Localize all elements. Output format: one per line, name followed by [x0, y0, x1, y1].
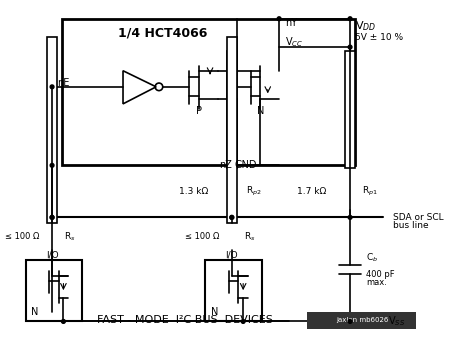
- Text: V$_{SS}$: V$_{SS}$: [388, 315, 405, 328]
- Text: P: P: [196, 106, 202, 116]
- Circle shape: [348, 45, 352, 49]
- Text: ≤ 100 Ω: ≤ 100 Ω: [5, 232, 40, 241]
- Text: I/O: I/O: [46, 251, 58, 260]
- Text: nZ: nZ: [219, 160, 232, 170]
- Text: 5V ± 10 %: 5V ± 10 %: [355, 33, 403, 42]
- Bar: [308, 312, 416, 329]
- Text: 1/4 HCT4066: 1/4 HCT4066: [118, 26, 207, 39]
- Bar: [26, 260, 82, 321]
- Circle shape: [230, 215, 233, 219]
- Bar: [205, 260, 262, 321]
- Text: R$_s$: R$_s$: [64, 230, 76, 243]
- Circle shape: [230, 215, 233, 219]
- Text: V$_{DD}$: V$_{DD}$: [355, 20, 376, 33]
- Text: V$_{CC}$: V$_{CC}$: [285, 35, 303, 49]
- Text: FAST - MODE  I²C BUS  DEVICES: FAST - MODE I²C BUS DEVICES: [97, 315, 273, 324]
- Text: 1.7 kΩ: 1.7 kΩ: [297, 187, 326, 196]
- Text: R$_s$: R$_s$: [244, 230, 255, 243]
- Circle shape: [277, 17, 281, 21]
- Text: bus line: bus line: [392, 221, 428, 230]
- Circle shape: [348, 320, 352, 323]
- Circle shape: [50, 85, 54, 89]
- Text: nE: nE: [57, 78, 69, 88]
- Circle shape: [241, 320, 245, 323]
- Circle shape: [50, 215, 54, 219]
- Circle shape: [348, 215, 352, 219]
- Text: max.: max.: [366, 278, 387, 287]
- Text: N: N: [31, 307, 39, 317]
- Bar: [47, 37, 57, 223]
- Text: nY: nY: [285, 19, 297, 28]
- Bar: [227, 37, 237, 223]
- Bar: [62, 19, 355, 165]
- Text: 1.3 kΩ: 1.3 kΩ: [179, 187, 208, 196]
- Circle shape: [62, 320, 65, 323]
- Text: ≤ 100 Ω: ≤ 100 Ω: [185, 232, 220, 241]
- Text: N: N: [256, 106, 264, 116]
- Bar: [345, 51, 355, 168]
- Circle shape: [50, 215, 54, 219]
- Text: N: N: [211, 307, 219, 317]
- Text: jaxlan mb6026: jaxlan mb6026: [336, 318, 388, 323]
- Text: SDA or SCL: SDA or SCL: [392, 213, 443, 222]
- Text: C$_b$: C$_b$: [366, 252, 378, 264]
- Text: I/O: I/O: [225, 251, 238, 260]
- Text: R$_{p2}$: R$_{p2}$: [246, 185, 262, 198]
- Text: GND: GND: [235, 160, 257, 170]
- Text: 400 pF: 400 pF: [366, 270, 395, 279]
- Circle shape: [50, 164, 54, 167]
- Circle shape: [348, 17, 352, 21]
- Text: R$_{p1}$: R$_{p1}$: [362, 185, 378, 198]
- Bar: [227, 51, 237, 168]
